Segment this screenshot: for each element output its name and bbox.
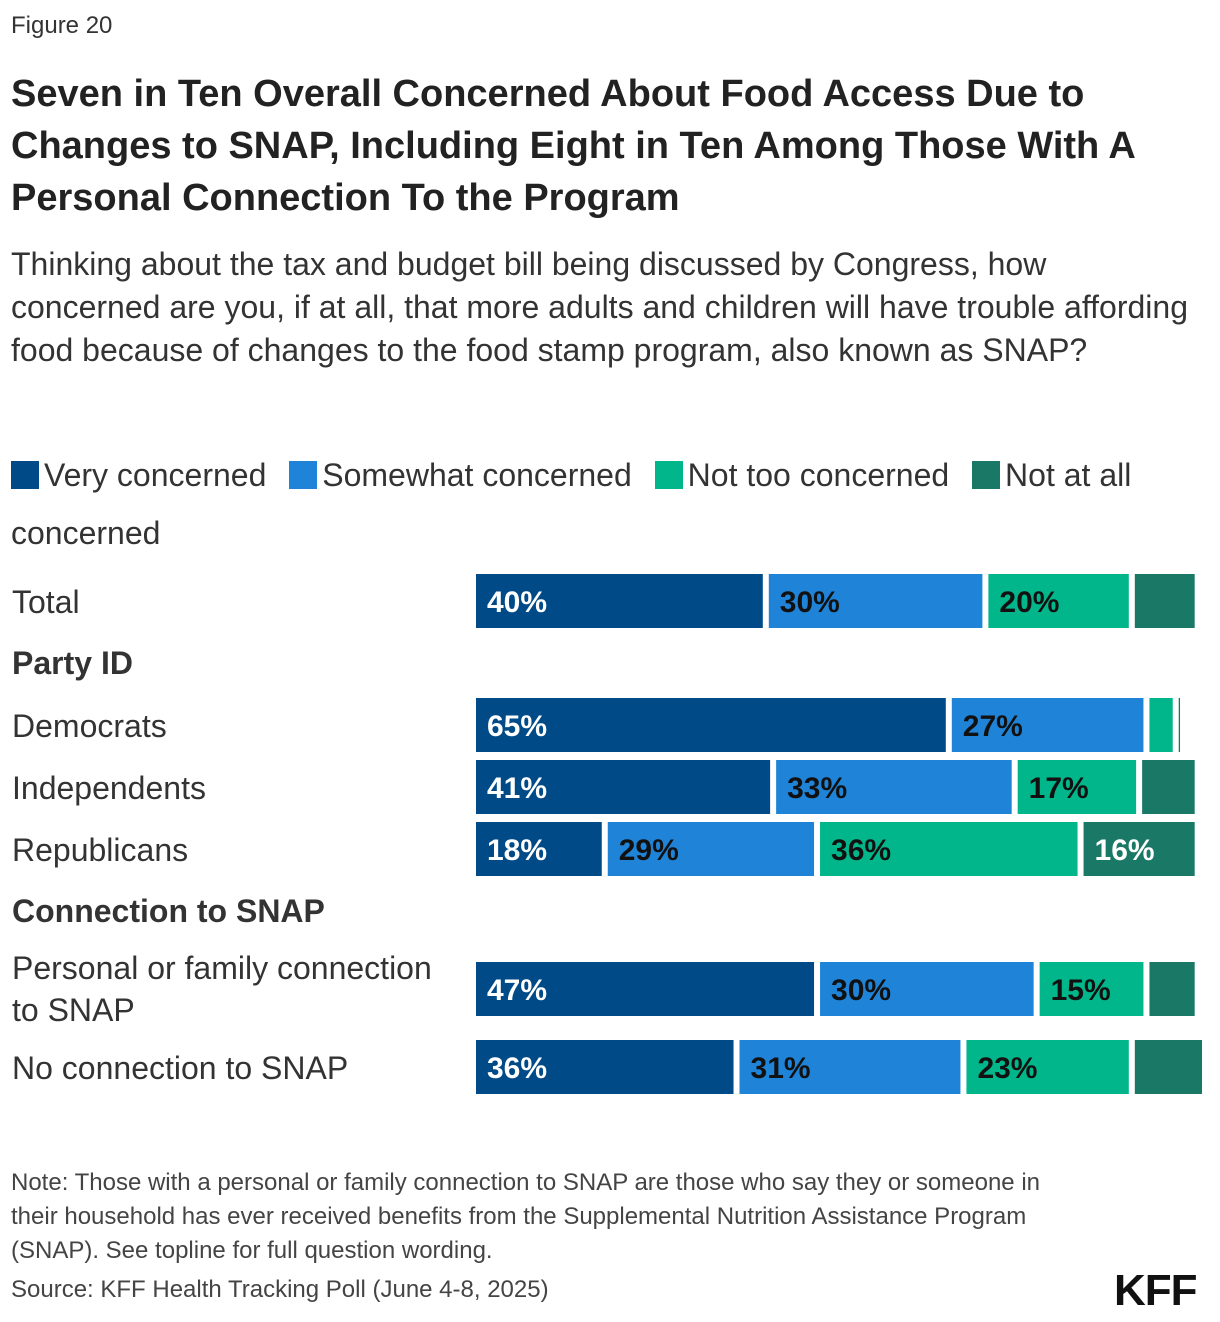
legend-item-not-at-all: Not at all concerned [11,457,1131,551]
bar-total-not-at-all [1134,574,1195,628]
bar-no-connection-not-too [966,1040,1129,1094]
data-label-independents-very: 41% [487,772,547,805]
bar-republicans-very [476,822,602,876]
data-label-total-somewhat: 30% [780,586,840,619]
bar-personal-connection-not-at-all [1149,962,1195,1016]
legend-swatch-not-too [654,461,683,489]
legend-item-somewhat: Somewhat concerned [289,457,632,493]
group-label-connection: Connection to SNAP [12,893,325,929]
legend: Very concerned Somewhat concerned Not to… [11,446,1206,562]
legend-label-somewhat: Somewhat concerned [322,457,632,493]
legend-swatch-somewhat [289,461,318,489]
bar-no-connection-very [476,1040,734,1094]
data-label-republicans-not-too: 36% [831,834,891,867]
bar-independents-not-at-all [1142,760,1195,814]
data-label-no-connection-not-too: 23% [977,1052,1037,1085]
bar-democrats-not-at-all [1178,698,1181,752]
row-label-independents: Independents [12,770,206,806]
legend-item-not-too: Not too concerned [654,457,950,493]
data-label-personal-connection-not-too: 15% [1051,974,1111,1007]
legend-label-very: Very concerned [44,457,267,493]
chart-title: Seven in Ten Overall Concerned About Foo… [11,73,1135,219]
group-label-party-id: Party ID [12,645,133,681]
bar-republicans-not-at-all [1083,822,1195,876]
bar-democrats-somewhat [951,698,1144,752]
legend-swatch-very [11,461,39,489]
bar-independents-somewhat [776,760,1012,814]
data-label-no-connection-somewhat: 31% [751,1052,811,1085]
row-label-total: Total [12,584,80,620]
bar-no-connection-somewhat [739,1040,961,1094]
row-label-no-connection: No connection to SNAP [12,1050,349,1086]
row-label-republicans: Republicans [12,832,189,868]
bar-total-very [476,574,763,628]
data-label-republicans-not-at-all: 16% [1095,834,1155,867]
chart-source: Source: KFF Health Tracking Poll (June 4… [11,1276,549,1303]
bar-total-not-too [988,574,1129,628]
row-label-democrats: Democrats [12,708,167,744]
data-label-total-not-too: 20% [999,586,1059,619]
bar-republicans-not-too [820,822,1078,876]
bar-independents-very [476,760,771,814]
bar-independents-not-too [1017,760,1137,814]
data-label-personal-connection-somewhat: 30% [831,974,891,1007]
row-label-personal-connection: Personal or family connection to SNAP [12,950,432,1028]
chart-subtitle: Thinking about the tax and budget bill b… [11,246,1188,368]
data-label-personal-connection-very: 47% [487,974,547,1007]
bar-democrats-very [476,698,946,752]
legend-item-very: Very concerned [11,457,266,493]
bar-personal-connection-somewhat [820,962,1034,1016]
bar-total-somewhat [768,574,983,628]
bar-no-connection-not-at-all [1134,1040,1202,1094]
bar-personal-connection-very [476,962,815,1016]
data-label-total-very: 40% [487,586,547,619]
chart-note: Note: Those with a personal or family co… [11,1169,1040,1264]
legend-label-not-at-all: Not at all concerned [11,457,1132,551]
data-label-republicans-somewhat: 29% [619,834,679,867]
bar-democrats-not-too [1149,698,1173,752]
data-label-republicans-very: 18% [487,834,547,867]
bar-republicans-somewhat [607,822,815,876]
data-label-no-connection-very: 36% [487,1052,547,1085]
data-label-independents-somewhat: 33% [787,772,847,805]
figure-label: Figure 20 [11,12,113,39]
kff-logo: KFF [1114,1266,1198,1315]
bar-personal-connection-not-too [1039,962,1144,1016]
legend-label-not-too: Not too concerned [687,457,950,493]
data-label-democrats-somewhat: 27% [963,710,1023,743]
data-label-independents-not-too: 17% [1029,772,1089,805]
data-label-democrats-very: 65% [487,710,547,743]
legend-swatch-not-at-all [972,461,1001,489]
